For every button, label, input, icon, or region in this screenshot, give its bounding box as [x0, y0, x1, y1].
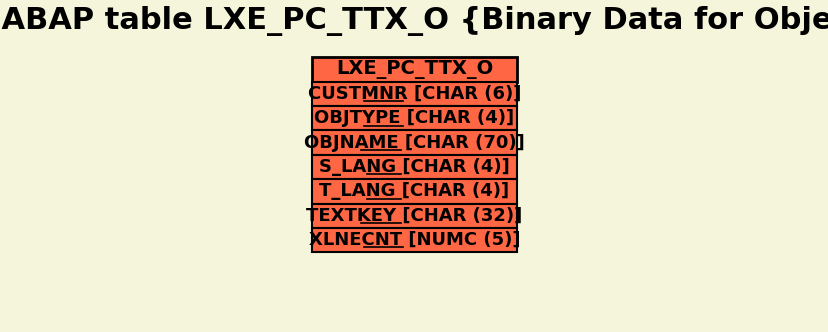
Text: S_LANG [CHAR (4)]: S_LANG [CHAR (4)] — [319, 158, 509, 176]
Text: OBJTYPE [CHAR (4)]: OBJTYPE [CHAR (4)] — [314, 109, 514, 127]
Text: SAP ABAP table LXE_PC_TTX_O {Binary Data for Objects}: SAP ABAP table LXE_PC_TTX_O {Binary Data… — [0, 6, 828, 36]
FancyBboxPatch shape — [312, 228, 516, 252]
Text: LXE_PC_TTX_O: LXE_PC_TTX_O — [335, 60, 493, 79]
Text: TEXTKEY [CHAR (32)]: TEXTKEY [CHAR (32)] — [306, 207, 522, 225]
Text: T_LANG [CHAR (4)]: T_LANG [CHAR (4)] — [319, 182, 509, 200]
Text: XLNECNT [NUMC (5)]: XLNECNT [NUMC (5)] — [308, 231, 520, 249]
FancyBboxPatch shape — [312, 204, 516, 228]
FancyBboxPatch shape — [312, 106, 516, 130]
Text: CUSTMNR [CHAR (6)]: CUSTMNR [CHAR (6)] — [307, 85, 521, 103]
FancyBboxPatch shape — [312, 57, 516, 82]
FancyBboxPatch shape — [312, 155, 516, 179]
FancyBboxPatch shape — [312, 130, 516, 155]
FancyBboxPatch shape — [312, 82, 516, 106]
Text: OBJNAME [CHAR (70)]: OBJNAME [CHAR (70)] — [304, 133, 524, 152]
FancyBboxPatch shape — [312, 179, 516, 204]
